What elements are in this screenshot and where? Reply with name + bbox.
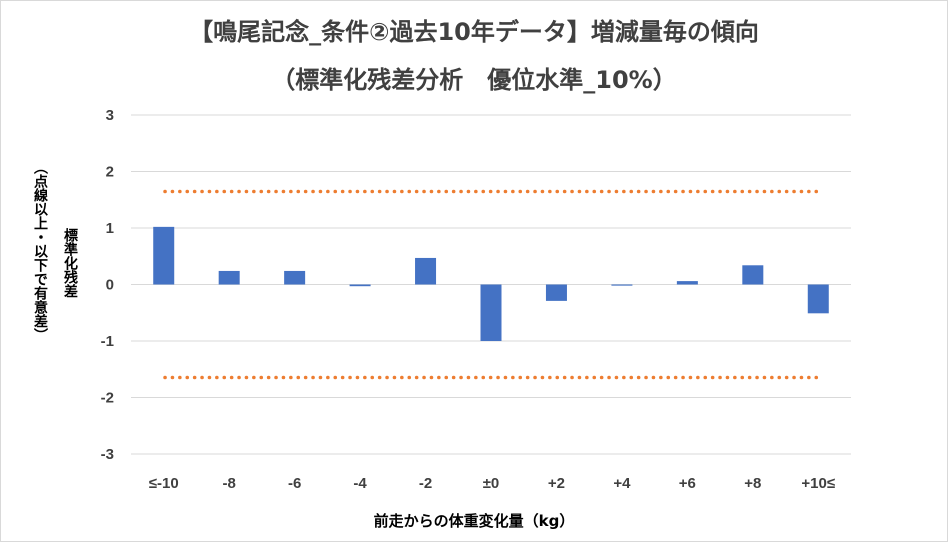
x-tick-label: +10≤ [801,475,835,492]
y-tick-label: 3 [106,107,114,124]
bar [218,270,240,285]
bar [742,265,764,285]
bar [807,284,829,314]
bar [676,281,698,285]
y-axis-label: 標準化残差 [62,228,78,298]
x-tick-label: -8 [223,475,236,492]
x-tick-label: +2 [548,475,565,492]
y-axis-note: （点線以上・以下で有意差） [32,160,48,342]
bar [545,284,567,301]
x-axis-label: 前走からの体重変化量（kg） [373,512,575,530]
x-tick-label: -4 [353,475,367,492]
x-tick-label: -6 [288,475,301,492]
bar [611,284,633,286]
y-tick-label: 0 [106,277,114,294]
x-tick-label: -2 [419,475,432,492]
bar [415,257,437,285]
bar [153,226,175,285]
y-tick-label: 2 [106,164,114,181]
chart-subtitle: （標準化残差分析 優位水準_10%） [271,66,677,94]
x-tick-label: +4 [613,475,631,492]
x-tick-label: ≤-10 [149,475,179,492]
bar [349,284,371,287]
chart-title: 【鳴尾記念_条件②過去10年データ】増減量毎の傾向 [189,18,759,46]
bar [284,270,306,285]
y-tick-label: -1 [101,333,114,350]
bar [480,284,502,341]
y-tick-label: -2 [101,390,114,407]
y-tick-label: 1 [106,220,114,237]
x-tick-label: +6 [679,475,696,492]
x-tick-label: +8 [744,475,761,492]
y-tick-label: -3 [101,446,114,463]
x-tick-label: ±0 [483,475,500,492]
